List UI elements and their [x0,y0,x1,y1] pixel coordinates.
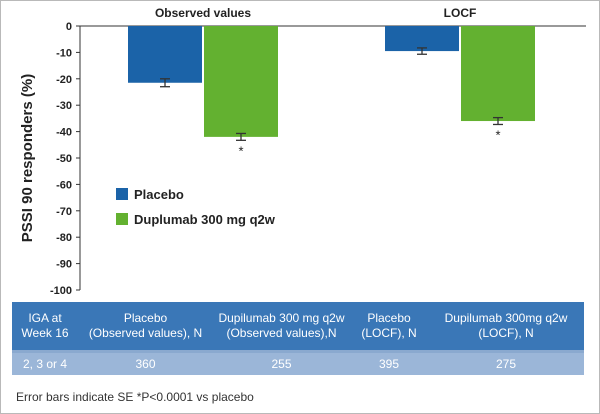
legend: Placebo Duplumab 300 mg q2w [116,187,276,227]
table-cell: 360 [135,356,156,371]
footnote: Error bars indicate SE *P<0.0001 vs plac… [16,390,254,404]
group-labels: Observed values LOCF [155,6,476,20]
table-cell: 395 [378,356,400,371]
table-header-cell: Dupilumab 300mg q2w (LOCF), N [444,311,568,340]
table-header-cell: Dupilumab 300 mg q2w (Observed values),N [218,311,345,340]
y-axis-label: PSSI 90 responders (%) [19,74,36,242]
y-tick-label: -100 [50,285,72,297]
y-tick-label: -60 [56,179,72,191]
y-tick-label: -80 [56,232,72,244]
table-header-row: IGA at Week 16 Placebo (Observed values)… [12,302,584,350]
legend-swatch [116,188,128,200]
bar-chart: PSSI 90 responders (%) 0 -10 -20 -30 -40 -50 -… [19,6,586,297]
bar [385,26,459,52]
table-header-cell: Placebo (LOCF), N [361,311,417,340]
legend-label: Placebo [134,187,184,202]
table-row: 2, 3 or 4 360 255 395 275 [12,353,584,375]
bar [461,26,535,122]
bar [204,26,278,137]
group-label: Observed values [155,6,251,20]
y-tick-label: -40 [56,127,72,139]
bars: ** [128,26,535,158]
significance-marker: * [238,143,243,158]
y-tick-label: -30 [56,100,72,112]
bar [128,26,202,83]
group-label: LOCF [444,6,477,20]
sample-size-table: IGA at Week 16 Placebo (Observed values)… [12,302,584,375]
table-cell: 275 [495,356,517,371]
table-cell: 255 [271,356,292,371]
y-tick-label: -10 [56,47,72,59]
legend-swatch [116,213,128,225]
significance-marker: * [495,127,500,142]
y-tick-label: -20 [56,74,72,86]
y-tick-label: -70 [56,206,72,218]
table-cell: 2, 3 or 4 [22,356,68,371]
table-header-cell: IGA at Week 16 [21,311,69,340]
y-tick-label: -90 [56,259,72,271]
y-tick-label: 0 [66,21,72,33]
legend-label: Duplumab 300 mg q2w [134,212,276,227]
table-header-cell: Placebo (Observed values), N [88,311,203,340]
y-tick-label: -50 [56,153,72,165]
